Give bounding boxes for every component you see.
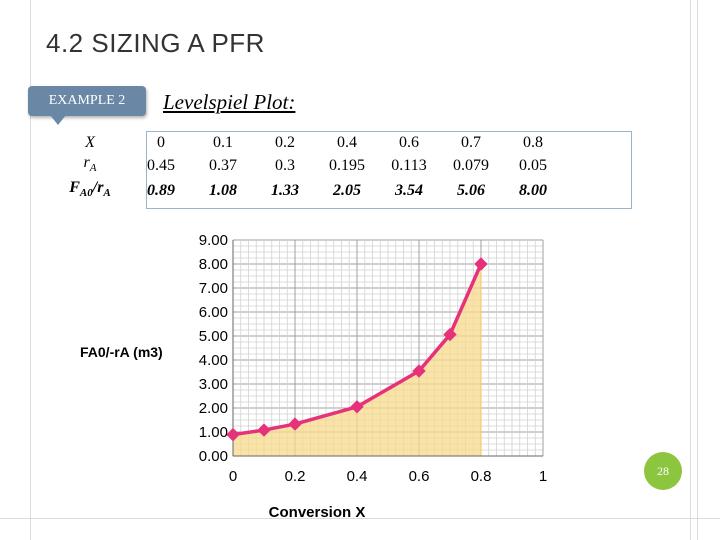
cell-ra: 0.45 — [147, 156, 175, 174]
y-tick-label: 4.00 — [199, 352, 228, 369]
cell-ra: 0.37 — [209, 156, 237, 174]
example-callout: EXAMPLE 2 — [28, 86, 146, 116]
table-border — [146, 131, 632, 209]
y-tick-label: 2.00 — [199, 400, 228, 417]
y-tick-label: 8.00 — [199, 256, 228, 273]
cell-x: 0.2 — [275, 134, 295, 151]
y-tick-label: 1.00 — [199, 424, 228, 441]
table-row-x: X 0 0.1 0.2 0.4 0.6 0.7 0.8 — [50, 133, 564, 153]
x-axis-title: Conversion X — [269, 504, 366, 521]
data-point — [474, 257, 488, 271]
x-tick-label: 0 — [229, 468, 237, 485]
cell-ra: 0.05 — [519, 156, 547, 174]
callout-tail — [50, 115, 66, 125]
row-label-ra: rA — [83, 154, 97, 175]
y-tick-label: 7.00 — [199, 280, 228, 297]
cell-x: 0.8 — [523, 134, 543, 151]
row-label-x: X — [85, 134, 95, 151]
cell-fa0-ra: 1.33 — [271, 181, 299, 199]
cell-fa0-ra: 1.08 — [209, 181, 237, 199]
table-row-ra: rA 0.45 0.37 0.3 0.195 0.113 0.079 0.05 — [50, 153, 564, 178]
table-row-fa0-ra: FA0/rA 0.89 1.08 1.33 2.05 3.54 5.06 8.0… — [50, 178, 564, 203]
page-number: 28 — [644, 452, 682, 490]
row-label-fa0-ra: FA0/rA — [69, 179, 111, 200]
y-axis-title: FA0/-rA (m3) — [80, 344, 163, 360]
data-table: X 0 0.1 0.2 0.4 0.6 0.7 0.8 rA 0.45 0.37… — [50, 133, 564, 203]
plot-heading: Levelspiel Plot: — [163, 90, 296, 114]
series-layer — [226, 257, 488, 442]
y-tick-label: 3.00 — [199, 376, 228, 393]
data-point — [257, 423, 271, 437]
cell-fa0-ra: 5.06 — [457, 181, 485, 199]
frame-line-bottom — [0, 518, 720, 519]
cell-ra: 0.195 — [329, 156, 365, 174]
y-tick-label: 6.00 — [199, 304, 228, 321]
frame-line-right-1 — [690, 0, 691, 540]
cell-fa0-ra: 8.00 — [519, 181, 547, 199]
cell-x: 0.4 — [337, 134, 357, 151]
y-tick-label: 0.00 — [199, 448, 228, 465]
cell-fa0-ra: 3.54 — [395, 181, 423, 199]
cell-x: 0.7 — [461, 134, 481, 151]
cell-x: 0.6 — [399, 134, 419, 151]
x-tick-label: 0.4 — [347, 468, 368, 485]
x-tick-label: 0.2 — [285, 468, 306, 485]
label-layer: 0.00 1.00 2.00 3.00 4.00 5.00 6.00 7.00 8.00 9.00… — [80, 232, 547, 521]
axis-layer — [232, 240, 543, 457]
data-point — [350, 400, 364, 414]
cell-fa0-ra: 0.89 — [147, 181, 175, 199]
cell-fa0-ra: 2.05 — [333, 181, 361, 199]
frame-line-right-2 — [697, 0, 698, 540]
data-point — [226, 427, 240, 442]
data-point — [288, 417, 302, 431]
cell-x: 0.1 — [213, 134, 233, 151]
cell-x: 0 — [157, 134, 165, 151]
x-tick-label: 1 — [539, 468, 547, 485]
data-point — [443, 327, 457, 342]
data-point — [412, 364, 426, 378]
frame-line-left — [30, 0, 31, 540]
y-tick-label: 9.00 — [199, 232, 228, 249]
cell-ra: 0.113 — [391, 156, 427, 174]
x-tick-label: 0.8 — [471, 468, 492, 485]
y-tick-label: 5.00 — [199, 328, 228, 345]
slide-title: 4.2 SIZING A PFR — [46, 28, 265, 58]
cell-ra: 0.3 — [275, 156, 295, 174]
cell-ra: 0.079 — [453, 156, 489, 174]
x-tick-label: 0.6 — [409, 468, 430, 485]
